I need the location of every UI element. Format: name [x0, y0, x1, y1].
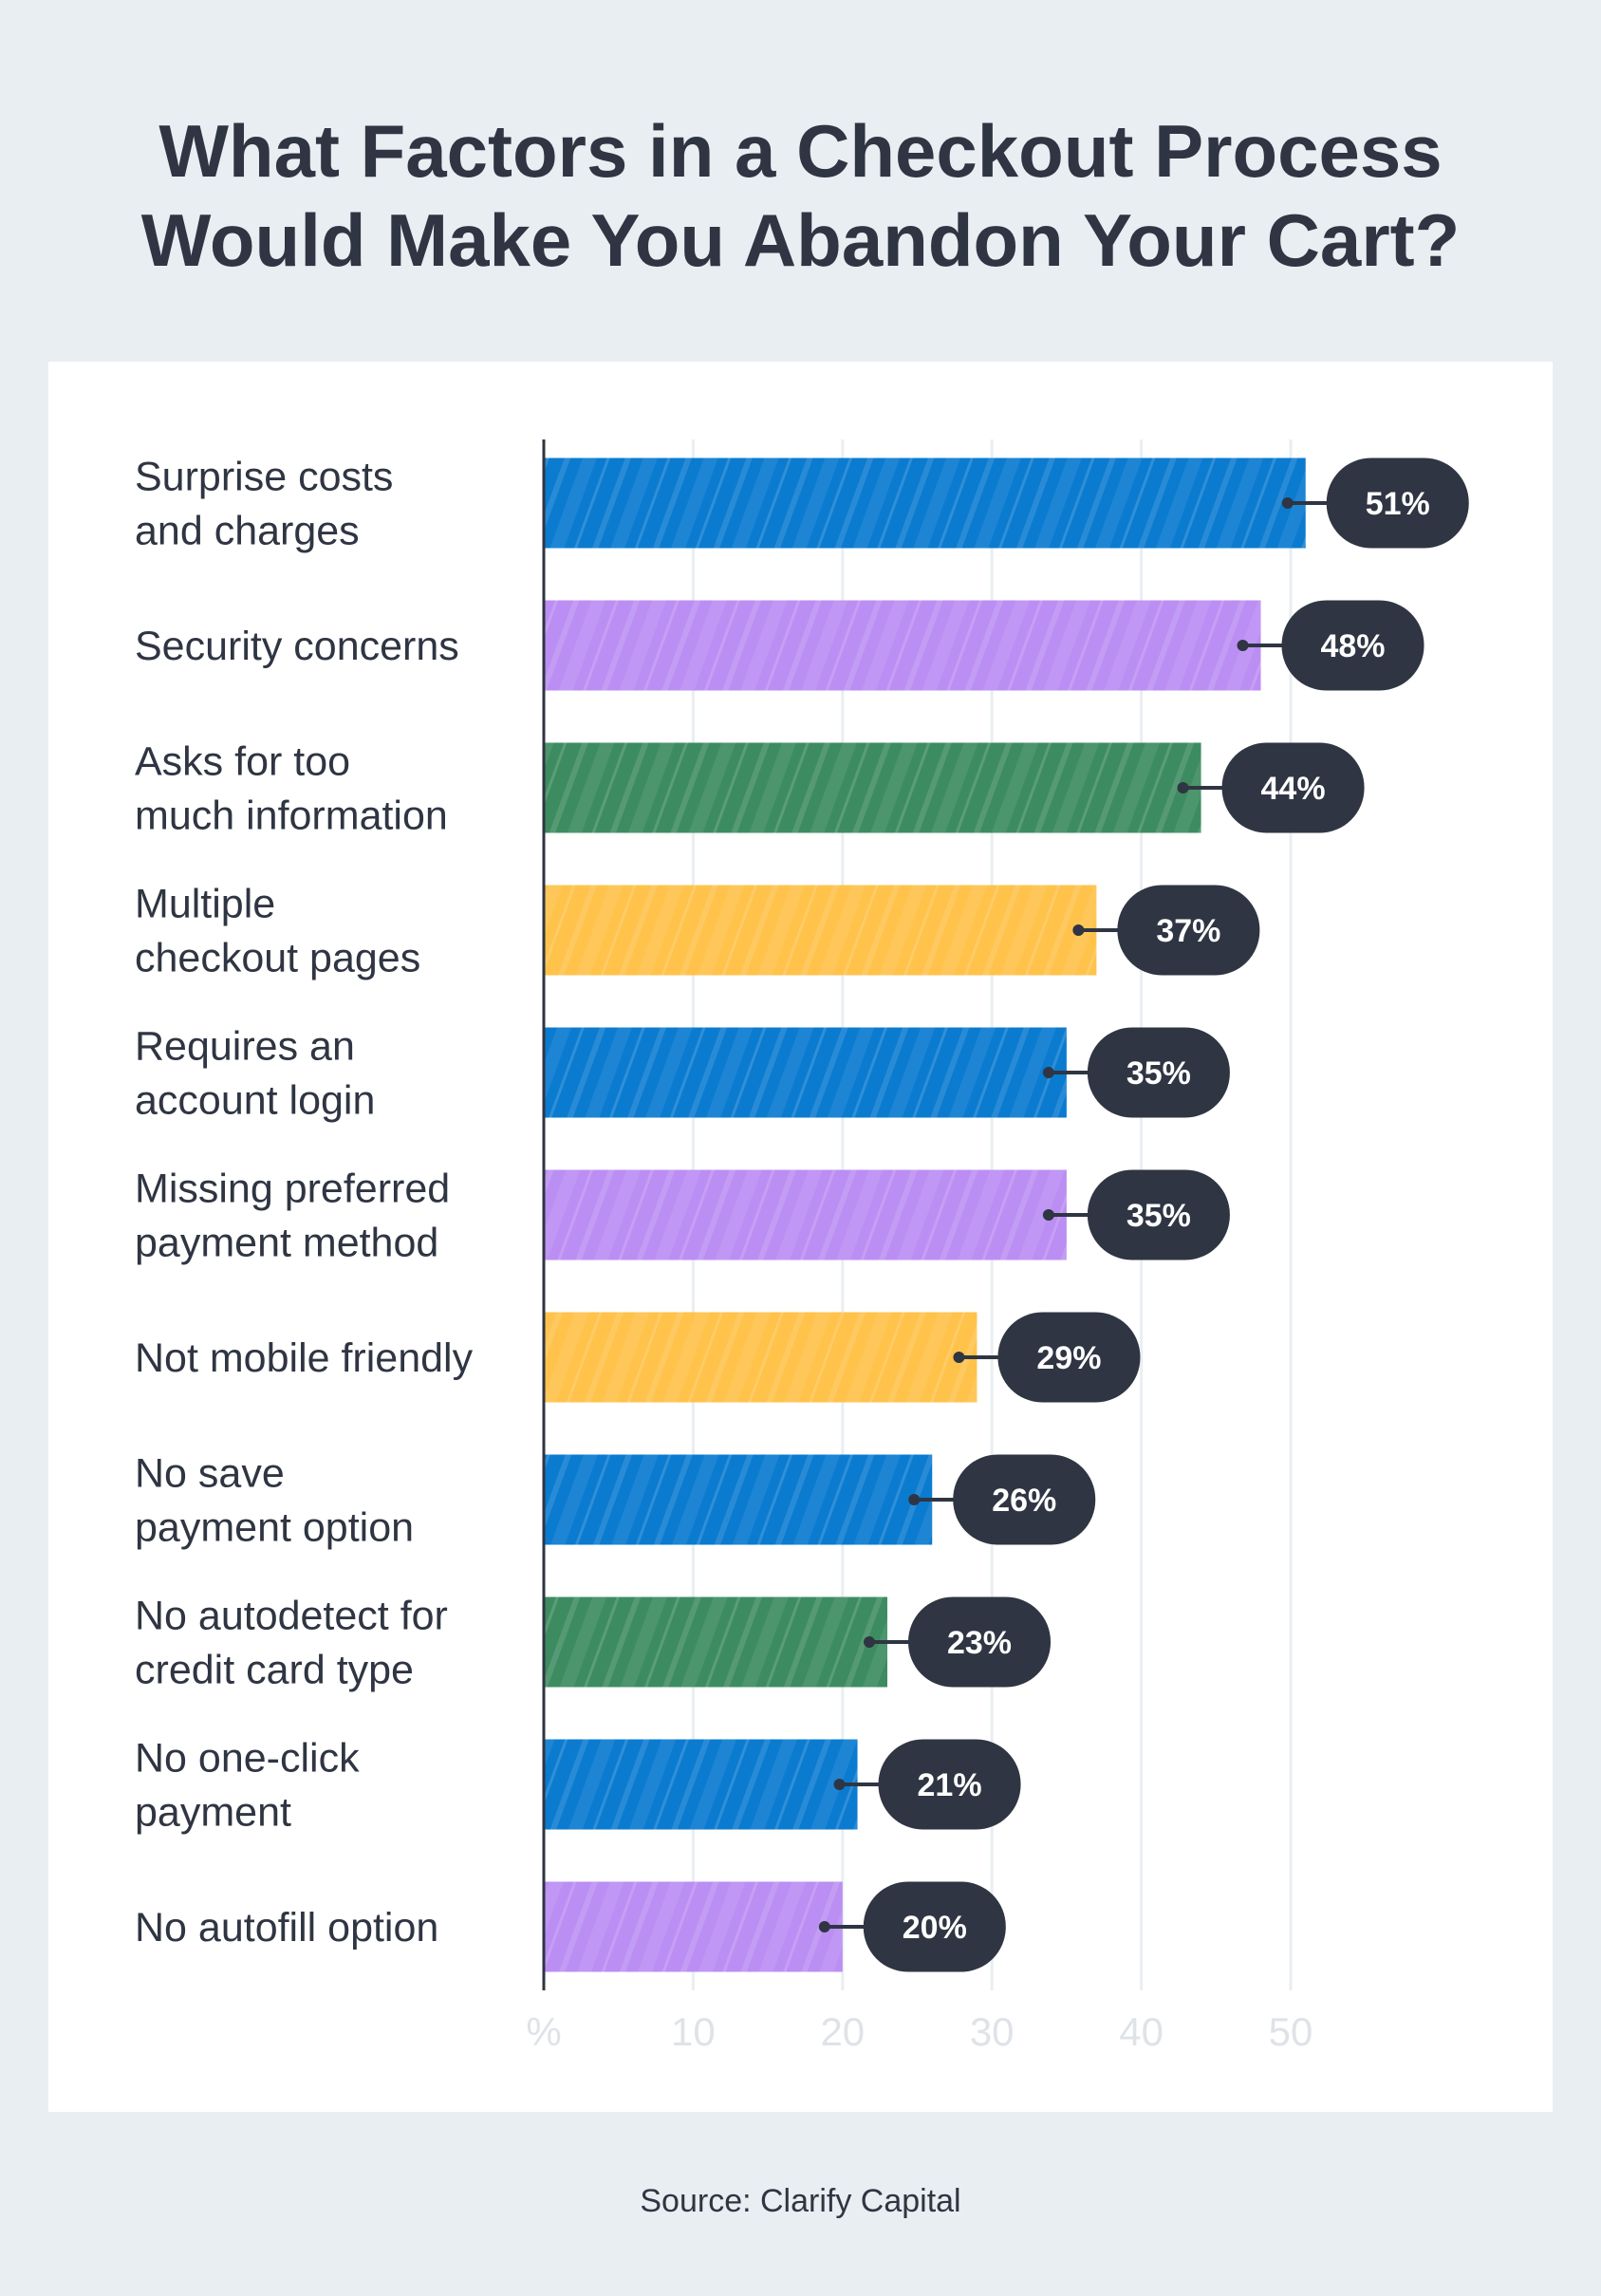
- bar-group: Asks for too much information 44%: [135, 739, 1365, 839]
- data-label: 20%: [903, 1910, 967, 1946]
- category-label: Surprise costs: [135, 455, 393, 500]
- value-pill: [1117, 885, 1260, 976]
- category-label: Not mobile friendly: [135, 1335, 474, 1381]
- category-label: and charges: [135, 509, 360, 554]
- connector-dot: [1237, 640, 1249, 651]
- value-pill: [908, 1596, 1052, 1688]
- bar-group: No autodetect for credit card type 23%: [135, 1594, 1052, 1693]
- bar-texture: [544, 1881, 843, 1972]
- data-label: 35%: [1126, 1198, 1191, 1234]
- x-tick-label: 30: [970, 2009, 1015, 2054]
- bar-group: No one-click payment 21%: [135, 1736, 1021, 1836]
- title-line-2: Would Make You Abandon Your Cart?: [140, 198, 1461, 282]
- category-label: account login: [135, 1078, 375, 1124]
- value-pill: [997, 1312, 1141, 1403]
- data-label: 21%: [918, 1767, 982, 1803]
- x-tick-label: 20: [820, 2009, 865, 2054]
- category-label: Security concerns: [135, 624, 459, 669]
- category-label: No save: [135, 1451, 285, 1497]
- connector-dot: [864, 1636, 876, 1648]
- connector-dot: [953, 1352, 965, 1363]
- value-pill: [1087, 1169, 1230, 1260]
- x-tick-label: 50: [1269, 2009, 1313, 2054]
- category-label: No autodetect for: [135, 1594, 448, 1639]
- data-label: 44%: [1261, 771, 1326, 807]
- category-label: Multiple: [135, 882, 275, 927]
- value-pill: [953, 1454, 1096, 1545]
- connector-dot: [1072, 924, 1085, 936]
- x-tick-label: 10: [671, 2009, 716, 2054]
- bar-group: Not mobile friendly 29%: [135, 1312, 1141, 1403]
- bar-texture: [544, 1169, 1067, 1260]
- value-pill: [1221, 742, 1365, 833]
- x-tick-label: 40: [1119, 2009, 1164, 2054]
- data-label: 26%: [992, 1483, 1056, 1519]
- connector-dot: [1042, 1067, 1054, 1078]
- x-tick-label: %: [526, 2009, 561, 2054]
- category-label: much information: [135, 793, 448, 839]
- bar-group: Surprise costs and charges 51%: [135, 455, 1469, 554]
- bar-group: Security concerns 48%: [135, 600, 1424, 691]
- bar-group: Missing preferred payment method 35%: [135, 1167, 1230, 1266]
- source-note: Source: Clarify Capital: [640, 2183, 961, 2219]
- bar-group: No autofill option 20%: [135, 1881, 1006, 1972]
- bar-group: No save payment option 26%: [135, 1451, 1096, 1551]
- title-line-1: What Factors in a Checkout Process: [158, 109, 1443, 193]
- value-pill: [1326, 457, 1469, 549]
- data-label: 29%: [1036, 1340, 1101, 1376]
- value-pill: [1281, 600, 1424, 691]
- category-label: payment option: [135, 1505, 414, 1551]
- category-label: checkout pages: [135, 936, 420, 981]
- value-pill: [1087, 1027, 1230, 1118]
- bar-texture: [544, 742, 1201, 833]
- category-label: Asks for too: [135, 739, 350, 785]
- connector-dot: [1177, 782, 1189, 793]
- data-label: 48%: [1320, 628, 1385, 664]
- category-label: payment: [135, 1790, 291, 1836]
- data-label: 35%: [1126, 1055, 1191, 1092]
- bar-texture: [544, 1596, 888, 1688]
- category-label: credit card type: [135, 1648, 414, 1693]
- value-pill: [878, 1739, 1021, 1830]
- data-label: 51%: [1366, 486, 1430, 522]
- bar-texture: [544, 1312, 977, 1403]
- chart-title: What Factors in a Checkout Process Would…: [0, 106, 1601, 285]
- bar-group: Multiple checkout pages 37%: [135, 882, 1260, 981]
- category-label: Missing preferred: [135, 1167, 450, 1212]
- bar-texture: [544, 600, 1261, 691]
- bar-texture: [544, 885, 1097, 976]
- data-label: 23%: [947, 1625, 1012, 1661]
- value-pill: [863, 1881, 1006, 1972]
- category-label: Requires an: [135, 1024, 355, 1070]
- connector-dot: [908, 1494, 921, 1505]
- bar-group: Requires an account login 35%: [135, 1024, 1230, 1124]
- data-label: 37%: [1156, 913, 1220, 949]
- connector-dot: [1281, 497, 1294, 509]
- bar-texture: [544, 1027, 1067, 1118]
- connector-dot: [833, 1779, 846, 1790]
- bar-texture: [544, 457, 1306, 549]
- category-label: No one-click: [135, 1736, 360, 1782]
- connector-dot: [818, 1921, 830, 1932]
- category-label: payment method: [135, 1221, 438, 1266]
- bar-texture: [544, 1454, 933, 1545]
- bar-texture: [544, 1739, 858, 1830]
- category-label: No autofill option: [135, 1905, 438, 1951]
- connector-dot: [1042, 1209, 1054, 1221]
